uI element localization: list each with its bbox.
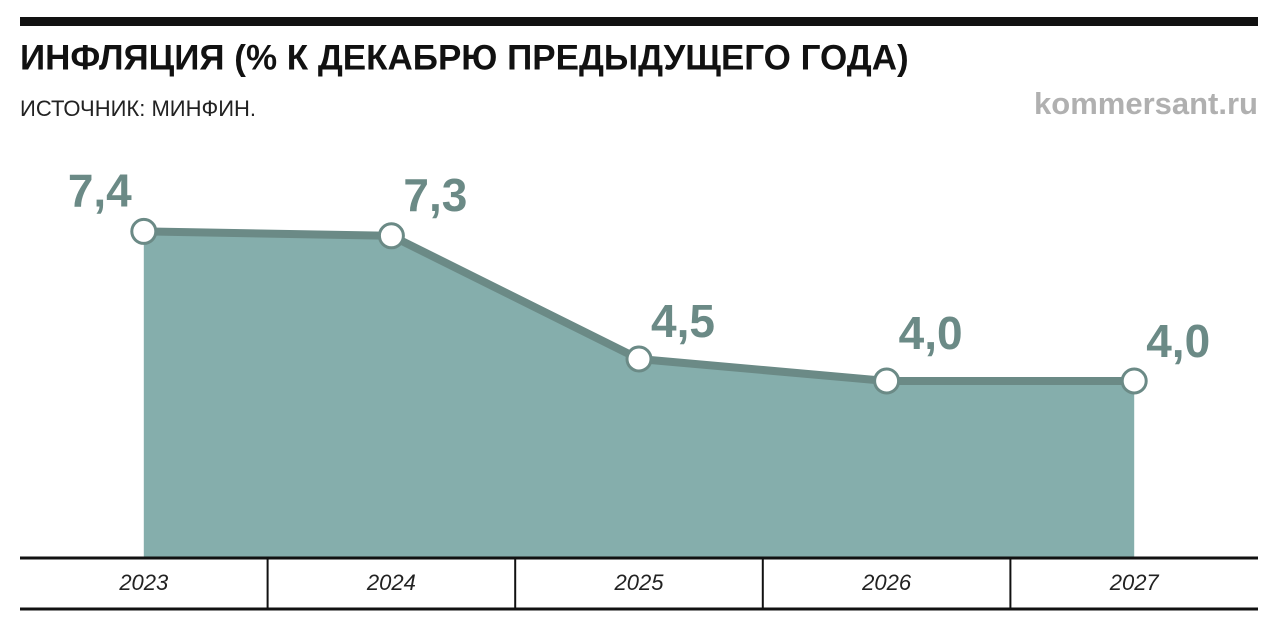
top-rule (20, 17, 1258, 26)
chart-title: ИНФЛЯЦИЯ (% К ДЕКАБРЮ ПРЕДЫДУЩЕГО ГОДА) (20, 38, 909, 77)
point (130, 217, 158, 245)
source: ИСТОЧНИК: МИНФИН. (20, 96, 256, 121)
value-label: 4,0 (1146, 315, 1210, 367)
plot: 7,4 7,3 4,5 4,0 4,0 (68, 165, 1210, 557)
value-label: 7,4 (68, 165, 132, 217)
x-tick-label: 2024 (366, 570, 416, 595)
x-tick-label: 2023 (118, 570, 169, 595)
point (625, 345, 653, 373)
x-tick-label: 2027 (1109, 570, 1160, 595)
point (377, 222, 405, 250)
value-label: 4,0 (899, 307, 963, 359)
x-tick-label: 2025 (614, 570, 665, 595)
publisher: kommersant.ru (1034, 86, 1258, 121)
point (1120, 367, 1148, 395)
point (873, 367, 901, 395)
value-label: 7,3 (403, 169, 467, 221)
area (143, 231, 1135, 557)
value-label: 4,5 (651, 295, 715, 347)
x-tick-label: 2026 (861, 570, 912, 595)
